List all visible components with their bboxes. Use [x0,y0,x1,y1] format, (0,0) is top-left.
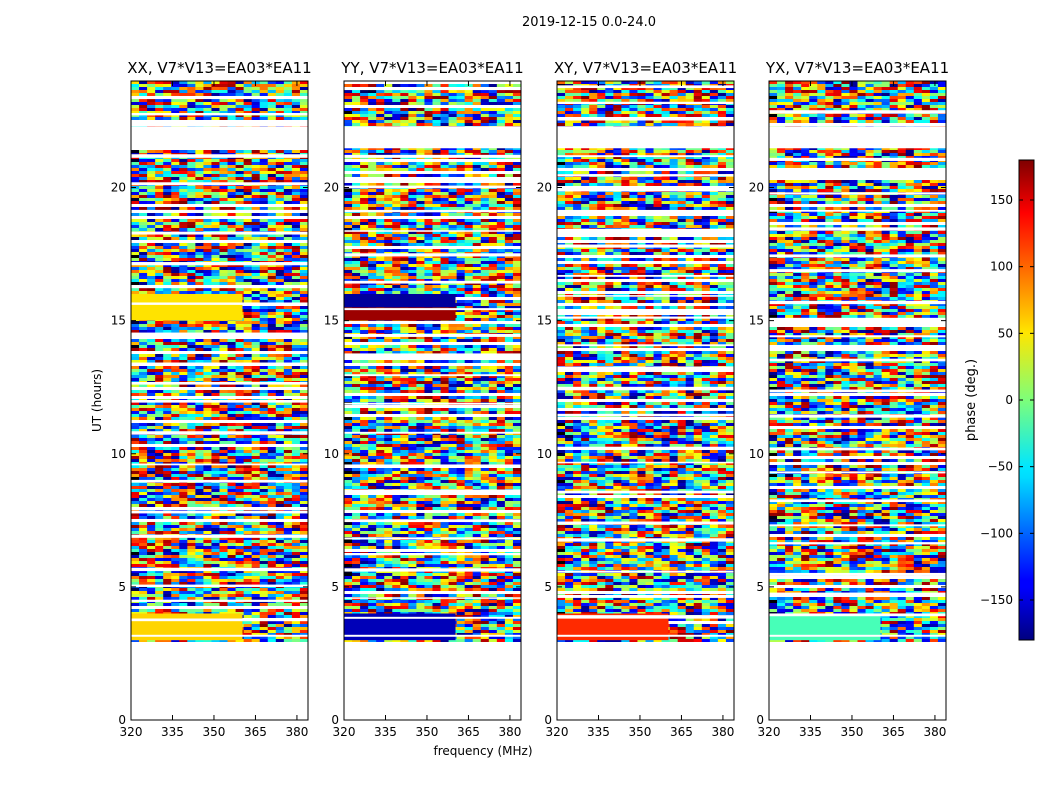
panel-title: XX, V7*V13=EA03*EA11 [127,59,311,77]
panel-title: YY, V7*V13=EA03*EA11 [340,59,523,77]
x-tick-label: 380 [923,725,946,739]
axes-frame [556,80,735,721]
x-tick-label: 380 [285,725,308,739]
coherent-band [131,294,243,321]
x-tick-label: 320 [120,725,143,739]
x-axis-label: frequency (MHz) [433,744,532,758]
x-tick-label: 350 [416,725,439,739]
y-tick-label: 10 [537,447,552,461]
y-tick-label: 15 [324,314,339,328]
y-tick-label: 0 [544,713,552,727]
axes-frame [768,80,947,721]
x-tick-label: 335 [587,725,610,739]
y-tick-label: 0 [756,713,764,727]
y-tick-label: 20 [749,181,764,195]
colorbar-ticks: 150 100 50 0 −50 −100 −150 [980,193,1034,607]
plot-area [344,81,521,720]
x-tick-label: 365 [670,725,693,739]
x-tick-label: 335 [161,725,184,739]
x-tick-label: 335 [374,725,397,739]
y-tick-label: 20 [324,181,339,195]
colorbar-tick-label: −100 [980,526,1013,540]
coherent-band [344,307,456,321]
phase-texture [344,84,521,642]
colorbar-tick-label: 0 [1005,393,1013,407]
x-tick-label: 320 [546,725,569,739]
figure-title: 2019-12-15 0.0-24.0 [522,15,656,30]
x-tick-label: 320 [333,725,356,739]
y-axis-label: UT (hours) [90,369,104,432]
y-tick-label: 5 [544,580,552,594]
colorbar-tick-label: 50 [998,326,1013,340]
colorbar-tick-label: −150 [980,593,1013,607]
y-tick-label: 15 [111,314,126,328]
phase-texture [769,81,946,642]
y-tick-label: 10 [324,447,339,461]
colorbar-label: phase (deg.) [964,359,979,441]
axes-frame [130,80,309,721]
x-tick-label: 365 [244,725,267,739]
plot-area [769,81,946,720]
colorbar-tick-label: −50 [988,460,1013,474]
phase-texture [131,81,308,642]
panels: XX, V7*V13=EA03*EA11 320 335 350 365 380 0 5 10 1… [90,59,949,758]
y-tick-label: 15 [749,314,764,328]
panel-title: YX, V7*V13=EA03*EA11 [765,59,949,77]
phase-texture [557,81,734,642]
x-tick-label: 380 [498,725,521,739]
plot-area [557,81,734,720]
y-tick-label: 0 [331,713,339,727]
panel-xx: XX, V7*V13=EA03*EA11 320 335 350 365 380 0 5 10 1… [90,59,312,739]
x-tick-label: 380 [711,725,734,739]
x-tick-label: 350 [841,725,864,739]
colorbar-tick-label: 100 [990,260,1013,274]
x-tick-label: 350 [203,725,226,739]
panel-xy: XY, V7*V13=EA03*EA11 320 335 350 365 380 0 5 10 1… [537,59,737,739]
y-tick-label: 10 [749,447,764,461]
colorbar: 150 100 50 0 −50 −100 −150 phase (deg.) [964,159,1035,641]
y-tick-label: 20 [111,181,126,195]
plot-area [131,81,308,720]
y-tick-label: 15 [537,314,552,328]
x-tick-label: 320 [758,725,781,739]
y-tick-label: 20 [537,181,552,195]
y-tick-label: 5 [331,580,339,594]
panel-title: XY, V7*V13=EA03*EA11 [554,59,737,77]
panel-yy: YY, V7*V13=EA03*EA11 320 335 350 365 380 0 5 10 1… [324,59,533,758]
panel-yx: YX, V7*V13=EA03*EA11 320 335 350 365 380 0 5 10 1… [749,59,949,739]
coherent-band [344,294,456,308]
x-tick-label: 365 [457,725,480,739]
y-tick-label: 10 [111,447,126,461]
y-tick-label: 5 [118,580,126,594]
axes-frame [343,80,522,721]
x-tick-label: 335 [799,725,822,739]
x-tick-label: 365 [882,725,905,739]
y-tick-label: 5 [756,580,764,594]
colorbar-tick-label: 150 [990,193,1013,207]
y-tick-label: 0 [118,713,126,727]
x-tick-label: 350 [629,725,652,739]
